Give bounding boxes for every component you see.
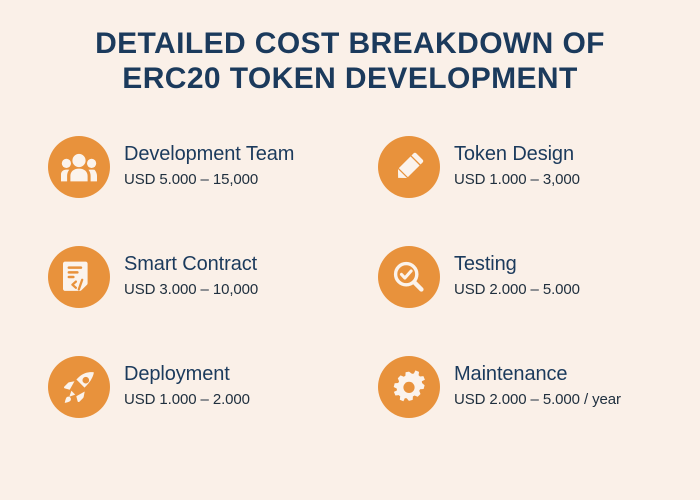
gear-icon: [378, 356, 440, 418]
list-item-price: USD 2.000 – 5.000 / year: [454, 390, 621, 408]
list-item-text: Token Design USD 1.000 – 3,000: [454, 142, 580, 191]
list-item-maintenance: Maintenance USD 2.000 – 5.000 / year: [378, 332, 660, 442]
list-item-label: Deployment: [124, 362, 230, 385]
list-item-testing: Testing USD 2.000 – 5.000: [378, 222, 660, 332]
list-item-label: Development Team: [124, 142, 295, 165]
list-item-price: USD 1.000 – 3,000: [454, 170, 580, 188]
page-title: DETAILED COST BREAKDOWN OF ERC20 TOKEN D…: [0, 26, 700, 96]
title-line-1: DETAILED COST BREAKDOWN OF: [95, 27, 605, 60]
people-group-icon: [48, 136, 110, 198]
magnifier-check-icon: [378, 246, 440, 308]
list-item-label: Token Design: [454, 142, 574, 165]
list-item-token-design: Token Design USD 1.000 – 3,000: [378, 112, 660, 222]
list-item-price: USD 5.000 – 15,000: [124, 170, 259, 188]
cost-breakdown-list: Development Team USD 5.000 – 15,000 Toke…: [48, 112, 660, 442]
list-item-label: Maintenance: [454, 362, 568, 385]
list-item-smart-contract: Smart Contract USD 3.000 – 10,000: [48, 222, 378, 332]
list-item-text: Smart Contract USD 3.000 – 10,000: [124, 252, 258, 301]
list-item-text: Maintenance USD 2.000 – 5.000 / year: [454, 362, 621, 411]
list-item-text: Deployment USD 1.000 – 2.000: [124, 362, 250, 411]
list-item-label: Smart Contract: [124, 252, 258, 275]
rocket-icon: [48, 356, 110, 418]
list-item-label: Testing: [454, 252, 517, 275]
list-item-deployment: Deployment USD 1.000 – 2.000: [48, 332, 378, 442]
code-document-icon: [48, 246, 110, 308]
list-item-price: USD 1.000 – 2.000: [124, 390, 250, 408]
pencil-icon: [378, 136, 440, 198]
list-item-text: Testing USD 2.000 – 5.000: [454, 252, 580, 301]
title-line-2: ERC20 TOKEN DEVELOPMENT: [122, 62, 578, 95]
list-item-price: USD 2.000 – 5.000: [454, 280, 580, 298]
list-item-development-team: Development Team USD 5.000 – 15,000: [48, 112, 378, 222]
list-item-text: Development Team USD 5.000 – 15,000: [124, 142, 294, 191]
list-item-price: USD 3.000 – 10,000: [124, 280, 259, 298]
